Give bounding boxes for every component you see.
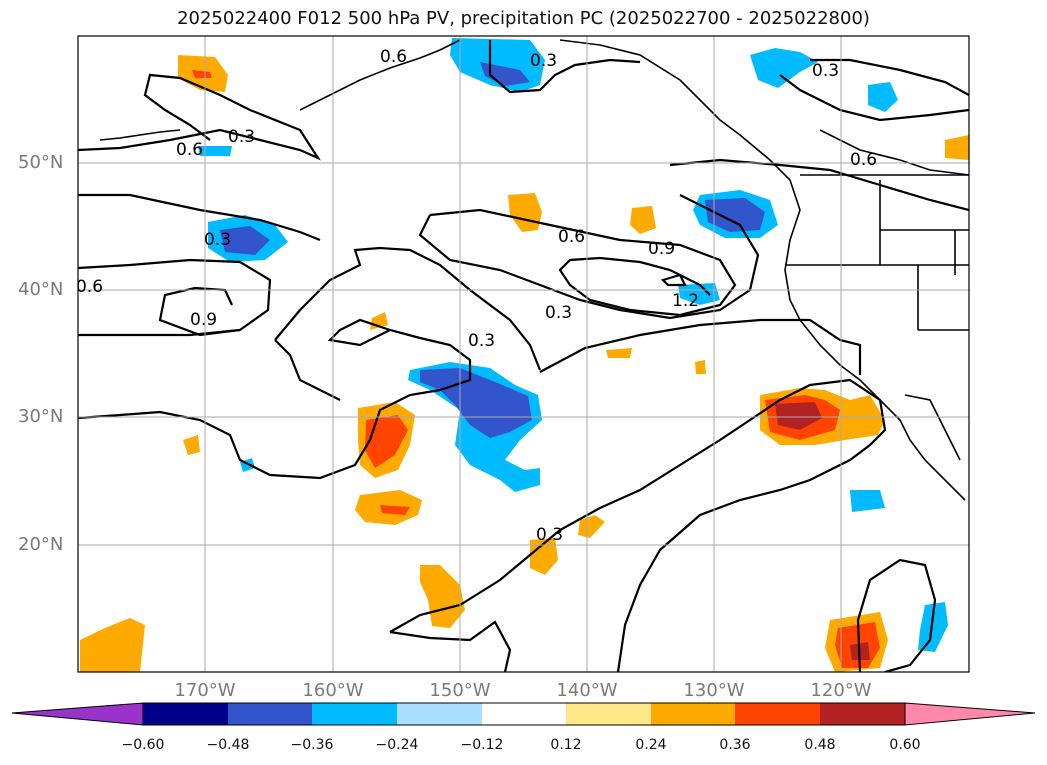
colorbar-segment: [820, 703, 905, 725]
colorbar-tick: −0.12: [460, 737, 504, 753]
contour-label: 0.3: [530, 51, 557, 71]
contour-label: 0.6: [558, 227, 585, 247]
colorbar-tick: 0.12: [550, 737, 582, 753]
colorbar-tick: −0.24: [375, 737, 419, 753]
colorbar: [11, 702, 1036, 726]
contour-label: 0.6: [176, 140, 203, 160]
contour-label: 0.3: [204, 230, 231, 250]
coastlines: [99, 39, 969, 501]
colorbar-tick: −0.36: [290, 737, 334, 753]
contour-label: 0.3: [468, 331, 495, 351]
contour-labels: 0.6 0.3 0.3 0.6 0.3 0.6 0.6 0.9 0.9 1.2 …: [76, 47, 877, 545]
contour-label: 0.6: [850, 150, 877, 170]
contour-label: 0.3: [812, 61, 839, 81]
colorbar-tick: −0.60: [121, 737, 165, 753]
colorbar-segment: [566, 703, 651, 725]
plot-frame: [77, 35, 970, 673]
map-title: 2025022400 F012 500 hPa PV, precipitatio…: [177, 8, 870, 29]
contour-label: 1.2: [672, 291, 699, 311]
lon-label: 120°W: [810, 680, 872, 701]
colorbar-segment: [735, 703, 820, 725]
colorbar-segment: [312, 703, 397, 725]
colorbar-segment: [228, 703, 312, 725]
colorbar-max-extend: [904, 702, 1036, 726]
lon-label: 150°W: [429, 680, 491, 701]
lon-label: 170°W: [174, 680, 236, 701]
lon-label: 160°W: [302, 680, 364, 701]
lon-label: 130°W: [683, 680, 745, 701]
contour-label: 0.6: [76, 277, 103, 297]
contour-label: 0.3: [545, 303, 572, 323]
colorbar-tick: −0.48: [206, 737, 250, 753]
colorbar-segment: [397, 703, 482, 725]
contour-label: 0.3: [228, 127, 255, 147]
colorbar-segment: [651, 703, 735, 725]
lat-label: 20°N: [18, 534, 64, 555]
contour-label: 0.6: [380, 47, 407, 67]
lat-label: 30°N: [18, 406, 64, 427]
colorbar-segment: [482, 703, 566, 725]
precip-shading: [80, 38, 969, 672]
pv-contours: [78, 40, 969, 672]
contour-label: 0.9: [190, 310, 217, 330]
lat-label: 50°N: [18, 152, 64, 173]
graticule: [78, 36, 969, 672]
lon-label: 140°W: [556, 680, 618, 701]
colorbar-tick: 0.48: [804, 737, 836, 753]
colorbar-tick: 0.60: [889, 737, 921, 753]
colorbar-tick: 0.36: [719, 737, 751, 753]
contour-label: 0.3: [536, 525, 563, 545]
colorbar-tick: 0.24: [635, 737, 667, 753]
colorbar-min-extend: [11, 702, 144, 726]
colorbar-segment: [143, 703, 228, 725]
lat-label: 40°N: [18, 279, 64, 300]
contour-label: 0.9: [648, 239, 675, 259]
